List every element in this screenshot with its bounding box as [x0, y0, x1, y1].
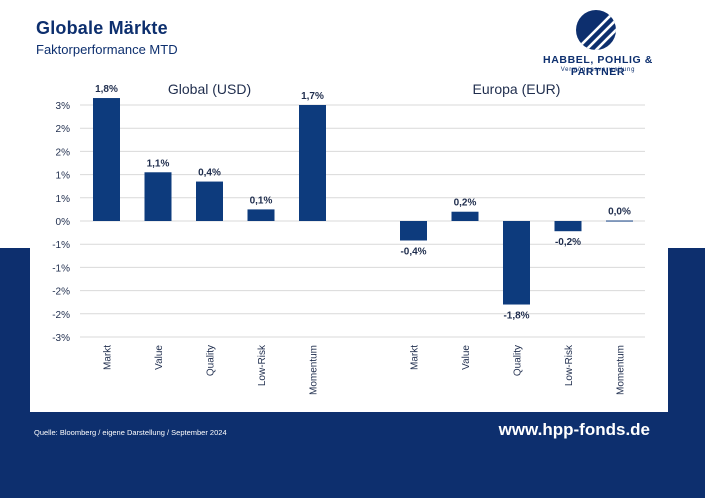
chart-panel: [30, 0, 668, 412]
data-label: 0,4%: [198, 168, 221, 179]
group-title: Europa (EUR): [473, 81, 561, 97]
category-label: Low-Risk: [257, 344, 268, 386]
category-label: Quality: [206, 345, 217, 376]
data-label: 0,2%: [454, 198, 477, 209]
y-tick-label: 0%: [56, 217, 71, 228]
page-subtitle: Faktorperformance MTD: [36, 42, 178, 57]
data-label: 1,7%: [301, 91, 324, 102]
y-tick-label: 2%: [56, 147, 71, 158]
category-label: Value: [154, 345, 165, 370]
data-label: 0,0%: [608, 207, 631, 218]
data-label: 1,8%: [95, 84, 118, 95]
category-label: Value: [461, 345, 472, 370]
data-label: -0,4%: [400, 246, 426, 257]
bar: [400, 221, 427, 241]
data-label: 1,1%: [147, 158, 170, 169]
y-tick-label: 1%: [56, 171, 71, 182]
category-label: Low-Risk: [564, 344, 575, 386]
company-logo-icon: [576, 10, 616, 50]
category-label: Momentum: [309, 345, 320, 395]
bar: [299, 105, 326, 221]
bar: [93, 98, 120, 221]
bar: [247, 209, 275, 221]
data-label: -0,2%: [555, 237, 581, 248]
y-tick-label: -1%: [52, 263, 70, 274]
category-label: Markt: [410, 345, 421, 370]
category-label: Markt: [103, 345, 114, 370]
bar: [144, 172, 172, 221]
y-tick-label: 2%: [56, 124, 71, 135]
bar: [606, 220, 633, 222]
y-tick-label: 3%: [56, 101, 71, 112]
data-label: -1,8%: [503, 311, 529, 322]
group-title: Global (USD): [168, 81, 251, 97]
y-tick-label: -2%: [52, 310, 70, 321]
bar: [554, 221, 582, 232]
website-link[interactable]: www.hpp-fonds.de: [498, 420, 650, 439]
bar: [503, 221, 530, 305]
category-label: Momentum: [616, 345, 627, 395]
y-tick-label: -1%: [52, 240, 70, 251]
y-tick-label: 1%: [56, 194, 71, 205]
y-tick-label: -3%: [52, 333, 70, 344]
company-tagline: Vermögensverwaltung: [560, 67, 636, 73]
page-title: Globale Märkte: [36, 18, 168, 38]
bar: [196, 181, 223, 221]
bar: [451, 211, 479, 221]
company-name: HABBEL, POHLIG & PARTNER: [543, 54, 653, 78]
category-label: Quality: [513, 345, 524, 376]
data-label: 0,1%: [250, 195, 273, 206]
source-note: Quelle: Bloomberg / eigene Darstellung /…: [34, 428, 227, 437]
y-tick-label: -2%: [52, 287, 70, 298]
